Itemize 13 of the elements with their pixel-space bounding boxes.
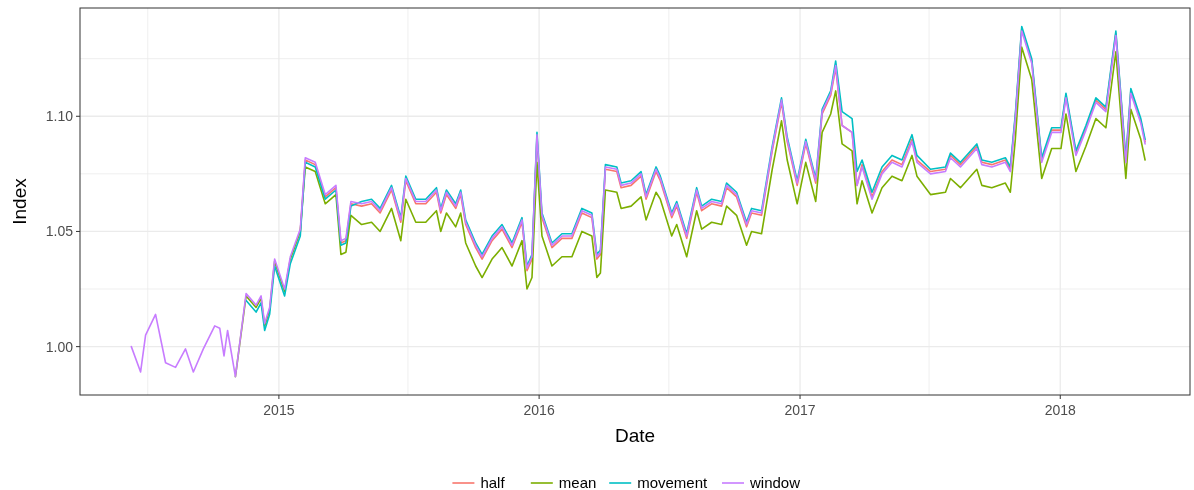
y-axis-title: Index bbox=[9, 177, 30, 225]
legend-label: mean bbox=[558, 474, 597, 490]
y-tick-label: 1.00 bbox=[45, 338, 74, 355]
legend-label: window bbox=[749, 474, 801, 490]
x-axis-title: Date bbox=[614, 425, 656, 446]
x-tick-label: 2018 bbox=[1044, 402, 1077, 418]
y-tick-label: 1.10 bbox=[45, 108, 74, 125]
x-tick-label: 2017 bbox=[784, 402, 816, 418]
legend-label: half bbox=[480, 474, 506, 490]
legend-label: movement bbox=[637, 474, 709, 490]
x-tick-label: 2015 bbox=[263, 402, 295, 418]
x-tick-label: 2016 bbox=[523, 402, 555, 418]
y-tick-label: 1.05 bbox=[45, 223, 74, 240]
